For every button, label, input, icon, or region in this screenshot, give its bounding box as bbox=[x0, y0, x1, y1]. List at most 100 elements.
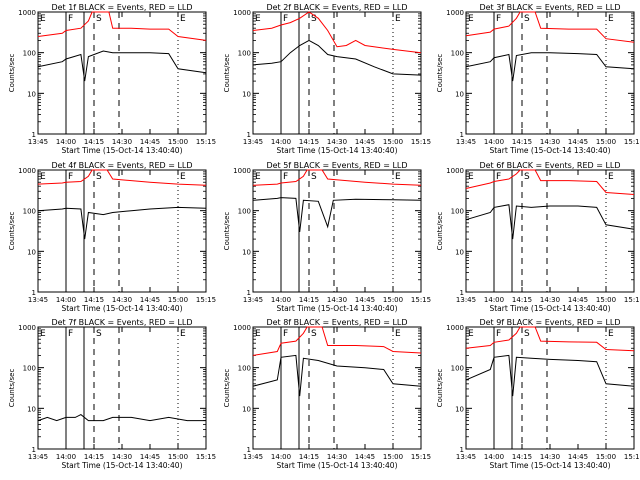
events-series-line bbox=[465, 52, 635, 82]
x-tick-label: 14:00 bbox=[484, 138, 504, 146]
x-axis-label: Start Time (15-Oct-14 13:40:40) bbox=[276, 146, 397, 155]
marker-label: S bbox=[96, 172, 102, 182]
x-axis-label: Start Time (15-Oct-14 13:40:40) bbox=[61, 304, 182, 313]
y-tick-label: 10 bbox=[455, 90, 464, 98]
y-tick-label: 1 bbox=[247, 131, 251, 139]
x-tick-label: 15:15 bbox=[411, 138, 431, 146]
marker-label: F bbox=[496, 172, 501, 182]
x-axis-label: Start Time (15-Oct-14 13:40:40) bbox=[276, 304, 397, 313]
marker-label: S bbox=[96, 14, 102, 24]
x-tick-label: 13:45 bbox=[28, 296, 48, 304]
x-tick-label: 14:45 bbox=[140, 138, 160, 146]
panel-title: Det 1f BLACK = Events, RED = LLD bbox=[51, 3, 192, 12]
x-tick-label: 14:30 bbox=[327, 138, 347, 146]
x-tick-label: 14:30 bbox=[112, 453, 132, 461]
y-tick-label: 1000 bbox=[233, 324, 251, 332]
lld-series-line bbox=[465, 326, 635, 352]
x-axis-label: Start Time (15-Oct-14 13:40:40) bbox=[489, 461, 610, 470]
x-tick-label: 15:15 bbox=[196, 138, 216, 146]
marker-label: F bbox=[496, 329, 501, 339]
y-tick-label: 1000 bbox=[446, 9, 464, 17]
x-tick-label: 15:15 bbox=[411, 296, 431, 304]
x-tick-label: 14:15 bbox=[84, 453, 104, 461]
marker-label: E bbox=[40, 14, 46, 24]
panel-title: Det 8f BLACK = Events, RED = LLD bbox=[266, 318, 407, 327]
y-tick-label: 1 bbox=[460, 131, 464, 139]
x-tick-label: 13:45 bbox=[28, 453, 48, 461]
x-tick-label: 14:30 bbox=[327, 296, 347, 304]
y-tick-label: 10 bbox=[455, 405, 464, 413]
events-series-line bbox=[252, 197, 422, 232]
x-tick-label: 15:00 bbox=[596, 138, 616, 146]
y-axis-label: Counts/sec bbox=[223, 54, 231, 93]
lld-series-line bbox=[37, 169, 207, 186]
x-tick-label: 14:45 bbox=[140, 453, 160, 461]
marker-label: E bbox=[608, 329, 614, 339]
x-tick-label: 15:15 bbox=[624, 138, 640, 146]
y-tick-label: 1000 bbox=[233, 9, 251, 17]
panel-det-7: Det 7f BLACK = Events, RED = LLD 1 10 100 10… bbox=[8, 318, 216, 470]
y-tick-label: 10 bbox=[27, 90, 36, 98]
panel-det-3: Det 3f BLACK = Events, RED = LLD 1 10 100 10… bbox=[436, 3, 640, 155]
lld-series-line bbox=[37, 11, 207, 41]
y-tick-label: 1 bbox=[247, 289, 251, 297]
x-tick-label: 14:15 bbox=[299, 296, 319, 304]
y-tick-label: 100 bbox=[451, 50, 464, 58]
marker-label: E bbox=[608, 172, 614, 182]
x-tick-label: 15:00 bbox=[168, 296, 188, 304]
x-tick-label: 13:45 bbox=[456, 296, 476, 304]
x-axis-label: Start Time (15-Oct-14 13:40:40) bbox=[61, 146, 182, 155]
x-tick-label: 14:00 bbox=[271, 138, 291, 146]
y-axis-label: Counts/sec bbox=[436, 54, 444, 93]
y-tick-label: 1 bbox=[32, 446, 36, 454]
marker-label: F bbox=[496, 14, 501, 24]
x-tick-label: 15:15 bbox=[196, 453, 216, 461]
panel-det-9: Det 9f BLACK = Events, RED = LLD 1 10 100 10… bbox=[436, 318, 640, 470]
lld-series-line bbox=[465, 169, 635, 195]
x-tick-label: 15:00 bbox=[383, 138, 403, 146]
y-axis-label: Counts/sec bbox=[8, 212, 16, 251]
marker-label: E bbox=[395, 14, 401, 24]
events-series-line bbox=[37, 414, 206, 422]
marker-label: F bbox=[68, 172, 73, 182]
x-tick-label: 14:30 bbox=[540, 138, 560, 146]
panel-det-2: Det 2f BLACK = Events, RED = LLD 1 10 100 10… bbox=[223, 3, 431, 155]
x-tick-label: 15:00 bbox=[168, 453, 188, 461]
marker-label: S bbox=[524, 172, 530, 182]
events-series-line bbox=[252, 39, 422, 76]
x-tick-label: 14:15 bbox=[512, 138, 532, 146]
panel-title: Det 6f BLACK = Events, RED = LLD bbox=[479, 161, 620, 170]
x-tick-label: 15:15 bbox=[624, 453, 640, 461]
y-tick-label: 1 bbox=[32, 131, 36, 139]
x-tick-label: 14:00 bbox=[484, 453, 504, 461]
marker-label: S bbox=[96, 329, 102, 339]
y-tick-label: 10 bbox=[242, 248, 251, 256]
x-tick-label: 14:45 bbox=[355, 138, 375, 146]
y-tick-label: 100 bbox=[238, 50, 251, 58]
x-tick-label: 15:00 bbox=[596, 296, 616, 304]
panel-title: Det 4f BLACK = Events, RED = LLD bbox=[51, 161, 192, 170]
lld-series-line bbox=[252, 11, 422, 54]
x-tick-label: 14:15 bbox=[512, 453, 532, 461]
y-tick-label: 100 bbox=[23, 365, 36, 373]
x-tick-label: 14:45 bbox=[568, 453, 588, 461]
events-series-line bbox=[465, 204, 635, 240]
y-tick-label: 100 bbox=[23, 50, 36, 58]
marker-label: E bbox=[395, 329, 401, 339]
lld-series-line bbox=[252, 169, 422, 186]
events-series-line bbox=[37, 50, 207, 82]
y-tick-label: 1 bbox=[460, 289, 464, 297]
y-tick-label: 1 bbox=[247, 446, 251, 454]
marker-label: S bbox=[311, 329, 317, 339]
y-axis-label: Counts/sec bbox=[223, 369, 231, 408]
marker-label: E bbox=[180, 172, 186, 182]
panel-title: Det 2f BLACK = Events, RED = LLD bbox=[266, 3, 407, 12]
x-tick-label: 13:45 bbox=[243, 296, 263, 304]
y-tick-label: 10 bbox=[455, 248, 464, 256]
y-axis-label: Counts/sec bbox=[8, 54, 16, 93]
x-tick-label: 14:30 bbox=[540, 453, 560, 461]
panel-det-5: Det 5f BLACK = Events, RED = LLD 1 10 100 10… bbox=[223, 161, 431, 313]
marker-label: F bbox=[283, 14, 288, 24]
events-series-line bbox=[37, 206, 207, 240]
